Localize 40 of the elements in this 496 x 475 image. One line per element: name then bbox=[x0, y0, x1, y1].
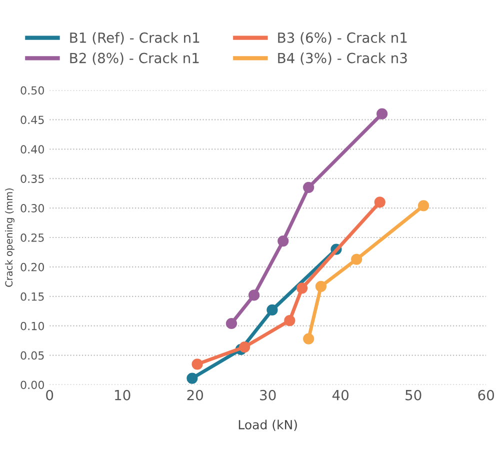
point bbox=[303, 182, 314, 193]
point bbox=[376, 108, 388, 120]
y-tick-label: 0.40 bbox=[20, 145, 44, 154]
point bbox=[278, 235, 289, 247]
y-tick-label: 0.35 bbox=[20, 174, 44, 183]
x-tick-label: 0 bbox=[46, 390, 54, 400]
point bbox=[351, 254, 362, 265]
point bbox=[266, 304, 278, 316]
legend-label: B1 (Ref) - Crack n1 bbox=[70, 32, 200, 45]
y-tick-label: 0.05 bbox=[20, 351, 44, 360]
point bbox=[248, 290, 260, 301]
y-tick-label: 0.00 bbox=[20, 380, 44, 390]
x-tick-label: 20 bbox=[187, 390, 204, 400]
point bbox=[226, 318, 238, 330]
y-tick-label: 0.30 bbox=[20, 204, 44, 212]
y-tick-label: 0.20 bbox=[20, 262, 44, 272]
y-tick-label: 0.45 bbox=[20, 116, 44, 124]
legend-label: B3 (6%) - Crack n1 bbox=[278, 32, 407, 45]
y-tick-label: 0.15 bbox=[20, 292, 44, 301]
x-tick-label: 50 bbox=[406, 390, 422, 400]
x-tick-label: 30 bbox=[260, 390, 276, 400]
legend-label: B2 (8%) - Crack n1 bbox=[70, 52, 199, 65]
legend-label: B4 (3%) - Crack n3 bbox=[278, 52, 407, 65]
x-tick-label: 10 bbox=[115, 390, 130, 400]
point bbox=[374, 196, 386, 208]
point bbox=[315, 280, 326, 292]
point bbox=[303, 333, 314, 344]
point bbox=[284, 314, 296, 326]
y-tick-label: 0.50 bbox=[20, 86, 44, 95]
point bbox=[418, 200, 430, 212]
y-tick-label: 0.10 bbox=[20, 322, 44, 330]
y-axis-title: Crack opening (mm) bbox=[5, 188, 14, 287]
point bbox=[192, 358, 203, 370]
point bbox=[296, 282, 308, 294]
y-tick-label: 0.25 bbox=[20, 233, 44, 242]
x-axis-title: Load (kN) bbox=[238, 420, 297, 431]
point bbox=[239, 342, 250, 353]
point bbox=[186, 372, 198, 384]
x-tick-label: 60 bbox=[478, 390, 494, 400]
x-tick-label: 40 bbox=[332, 390, 348, 400]
